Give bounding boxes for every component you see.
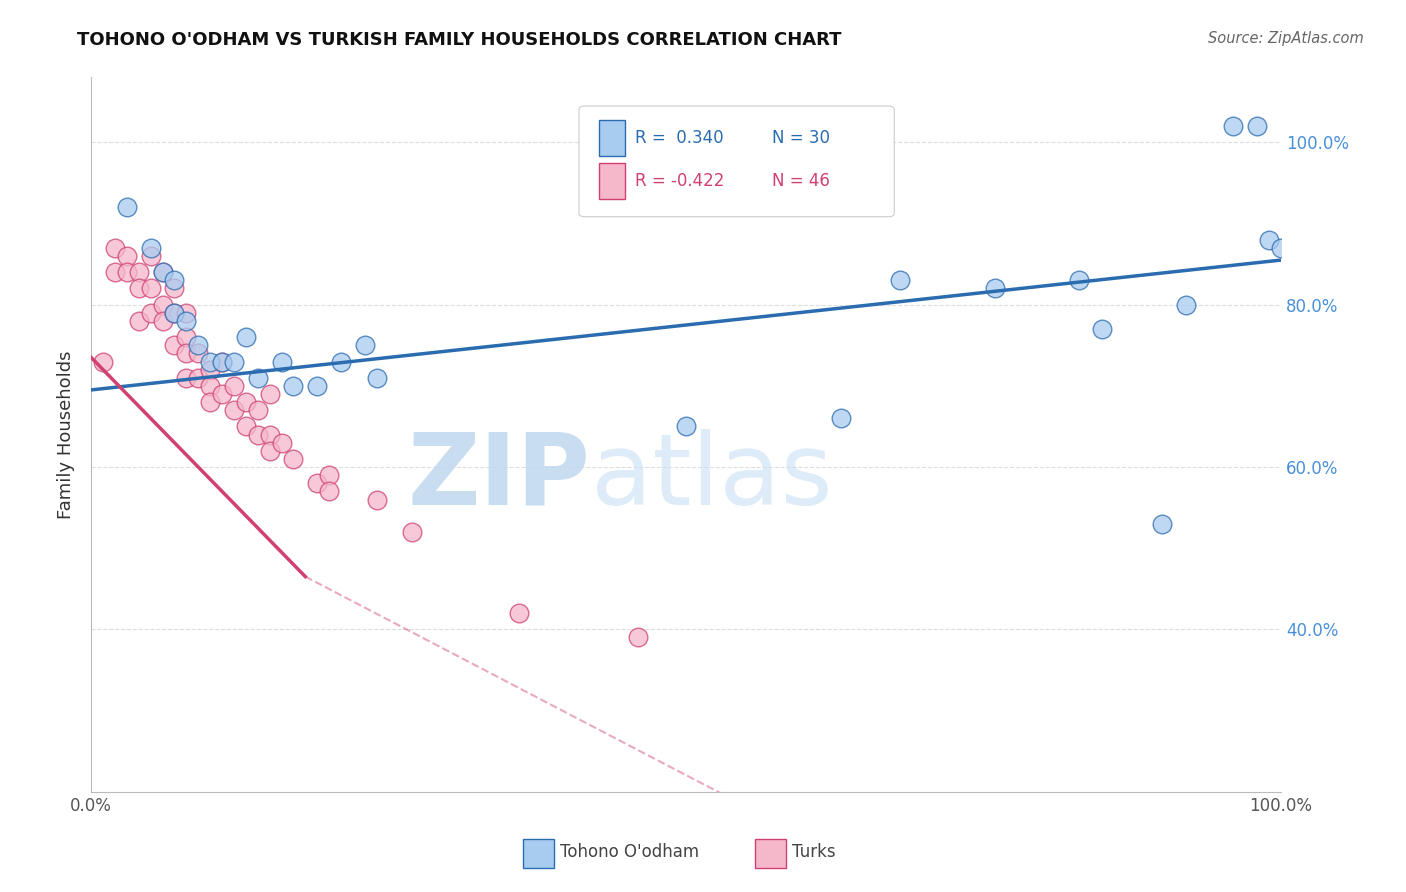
- Point: [318, 484, 340, 499]
- Text: N = 30: N = 30: [772, 129, 830, 147]
- Point: [163, 306, 186, 320]
- Point: [222, 354, 245, 368]
- Point: [984, 281, 1007, 295]
- Point: [889, 273, 911, 287]
- Point: [283, 451, 305, 466]
- Point: [104, 241, 127, 255]
- Point: [259, 427, 281, 442]
- Point: [401, 524, 423, 539]
- Point: [115, 265, 138, 279]
- Point: [128, 281, 150, 295]
- Text: TOHONO O'ODHAM VS TURKISH FAMILY HOUSEHOLDS CORRELATION CHART: TOHONO O'ODHAM VS TURKISH FAMILY HOUSEHO…: [77, 31, 842, 49]
- Point: [139, 241, 162, 255]
- Point: [1174, 298, 1197, 312]
- Point: [187, 338, 209, 352]
- Point: [330, 354, 353, 368]
- Point: [187, 370, 209, 384]
- Point: [152, 314, 174, 328]
- Point: [1246, 119, 1268, 133]
- Point: [366, 492, 388, 507]
- Point: [307, 476, 329, 491]
- Point: [152, 265, 174, 279]
- Point: [176, 346, 198, 360]
- Point: [246, 427, 269, 442]
- Y-axis label: Family Households: Family Households: [58, 351, 75, 519]
- Point: [627, 631, 650, 645]
- Point: [115, 249, 138, 263]
- Point: [366, 370, 388, 384]
- Point: [1258, 233, 1281, 247]
- Point: [163, 338, 186, 352]
- Point: [198, 362, 221, 376]
- Point: [152, 265, 174, 279]
- Point: [246, 370, 269, 384]
- Point: [176, 330, 198, 344]
- Point: [270, 354, 292, 368]
- Point: [675, 419, 697, 434]
- Point: [152, 298, 174, 312]
- Point: [211, 387, 233, 401]
- Point: [318, 468, 340, 483]
- Point: [259, 443, 281, 458]
- Point: [163, 306, 186, 320]
- Point: [115, 200, 138, 214]
- Point: [830, 411, 852, 425]
- Text: ZIP: ZIP: [408, 429, 591, 526]
- Point: [139, 306, 162, 320]
- Point: [235, 419, 257, 434]
- Point: [128, 314, 150, 328]
- Point: [187, 346, 209, 360]
- Point: [222, 403, 245, 417]
- Text: Turks: Turks: [792, 843, 835, 861]
- FancyBboxPatch shape: [579, 106, 894, 217]
- Point: [259, 387, 281, 401]
- Point: [198, 354, 221, 368]
- Point: [283, 379, 305, 393]
- Point: [353, 338, 375, 352]
- Point: [307, 379, 329, 393]
- Text: R =  0.340: R = 0.340: [636, 129, 724, 147]
- Text: N = 46: N = 46: [772, 172, 830, 190]
- Point: [176, 314, 198, 328]
- Text: Tohono O'odham: Tohono O'odham: [560, 843, 699, 861]
- Text: Source: ZipAtlas.com: Source: ZipAtlas.com: [1208, 31, 1364, 46]
- Point: [1270, 241, 1292, 255]
- Text: atlas: atlas: [591, 429, 832, 526]
- FancyBboxPatch shape: [599, 163, 626, 199]
- Point: [104, 265, 127, 279]
- FancyBboxPatch shape: [599, 120, 626, 156]
- Point: [508, 606, 530, 620]
- Point: [270, 435, 292, 450]
- Point: [222, 379, 245, 393]
- Point: [128, 265, 150, 279]
- Point: [139, 281, 162, 295]
- Point: [139, 249, 162, 263]
- Point: [1091, 322, 1114, 336]
- Point: [211, 354, 233, 368]
- Point: [198, 379, 221, 393]
- Point: [246, 403, 269, 417]
- Point: [1150, 516, 1173, 531]
- Point: [235, 395, 257, 409]
- Point: [163, 281, 186, 295]
- Text: R = -0.422: R = -0.422: [636, 172, 724, 190]
- Point: [235, 330, 257, 344]
- Point: [198, 395, 221, 409]
- Point: [1222, 119, 1244, 133]
- Point: [176, 370, 198, 384]
- Point: [1067, 273, 1090, 287]
- Point: [211, 354, 233, 368]
- Point: [91, 354, 114, 368]
- Point: [176, 306, 198, 320]
- Point: [163, 273, 186, 287]
